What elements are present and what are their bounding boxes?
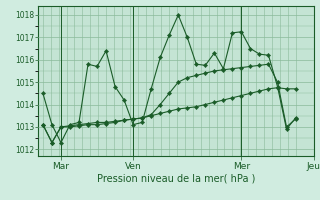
X-axis label: Pression niveau de la mer( hPa ): Pression niveau de la mer( hPa ) [97,173,255,183]
